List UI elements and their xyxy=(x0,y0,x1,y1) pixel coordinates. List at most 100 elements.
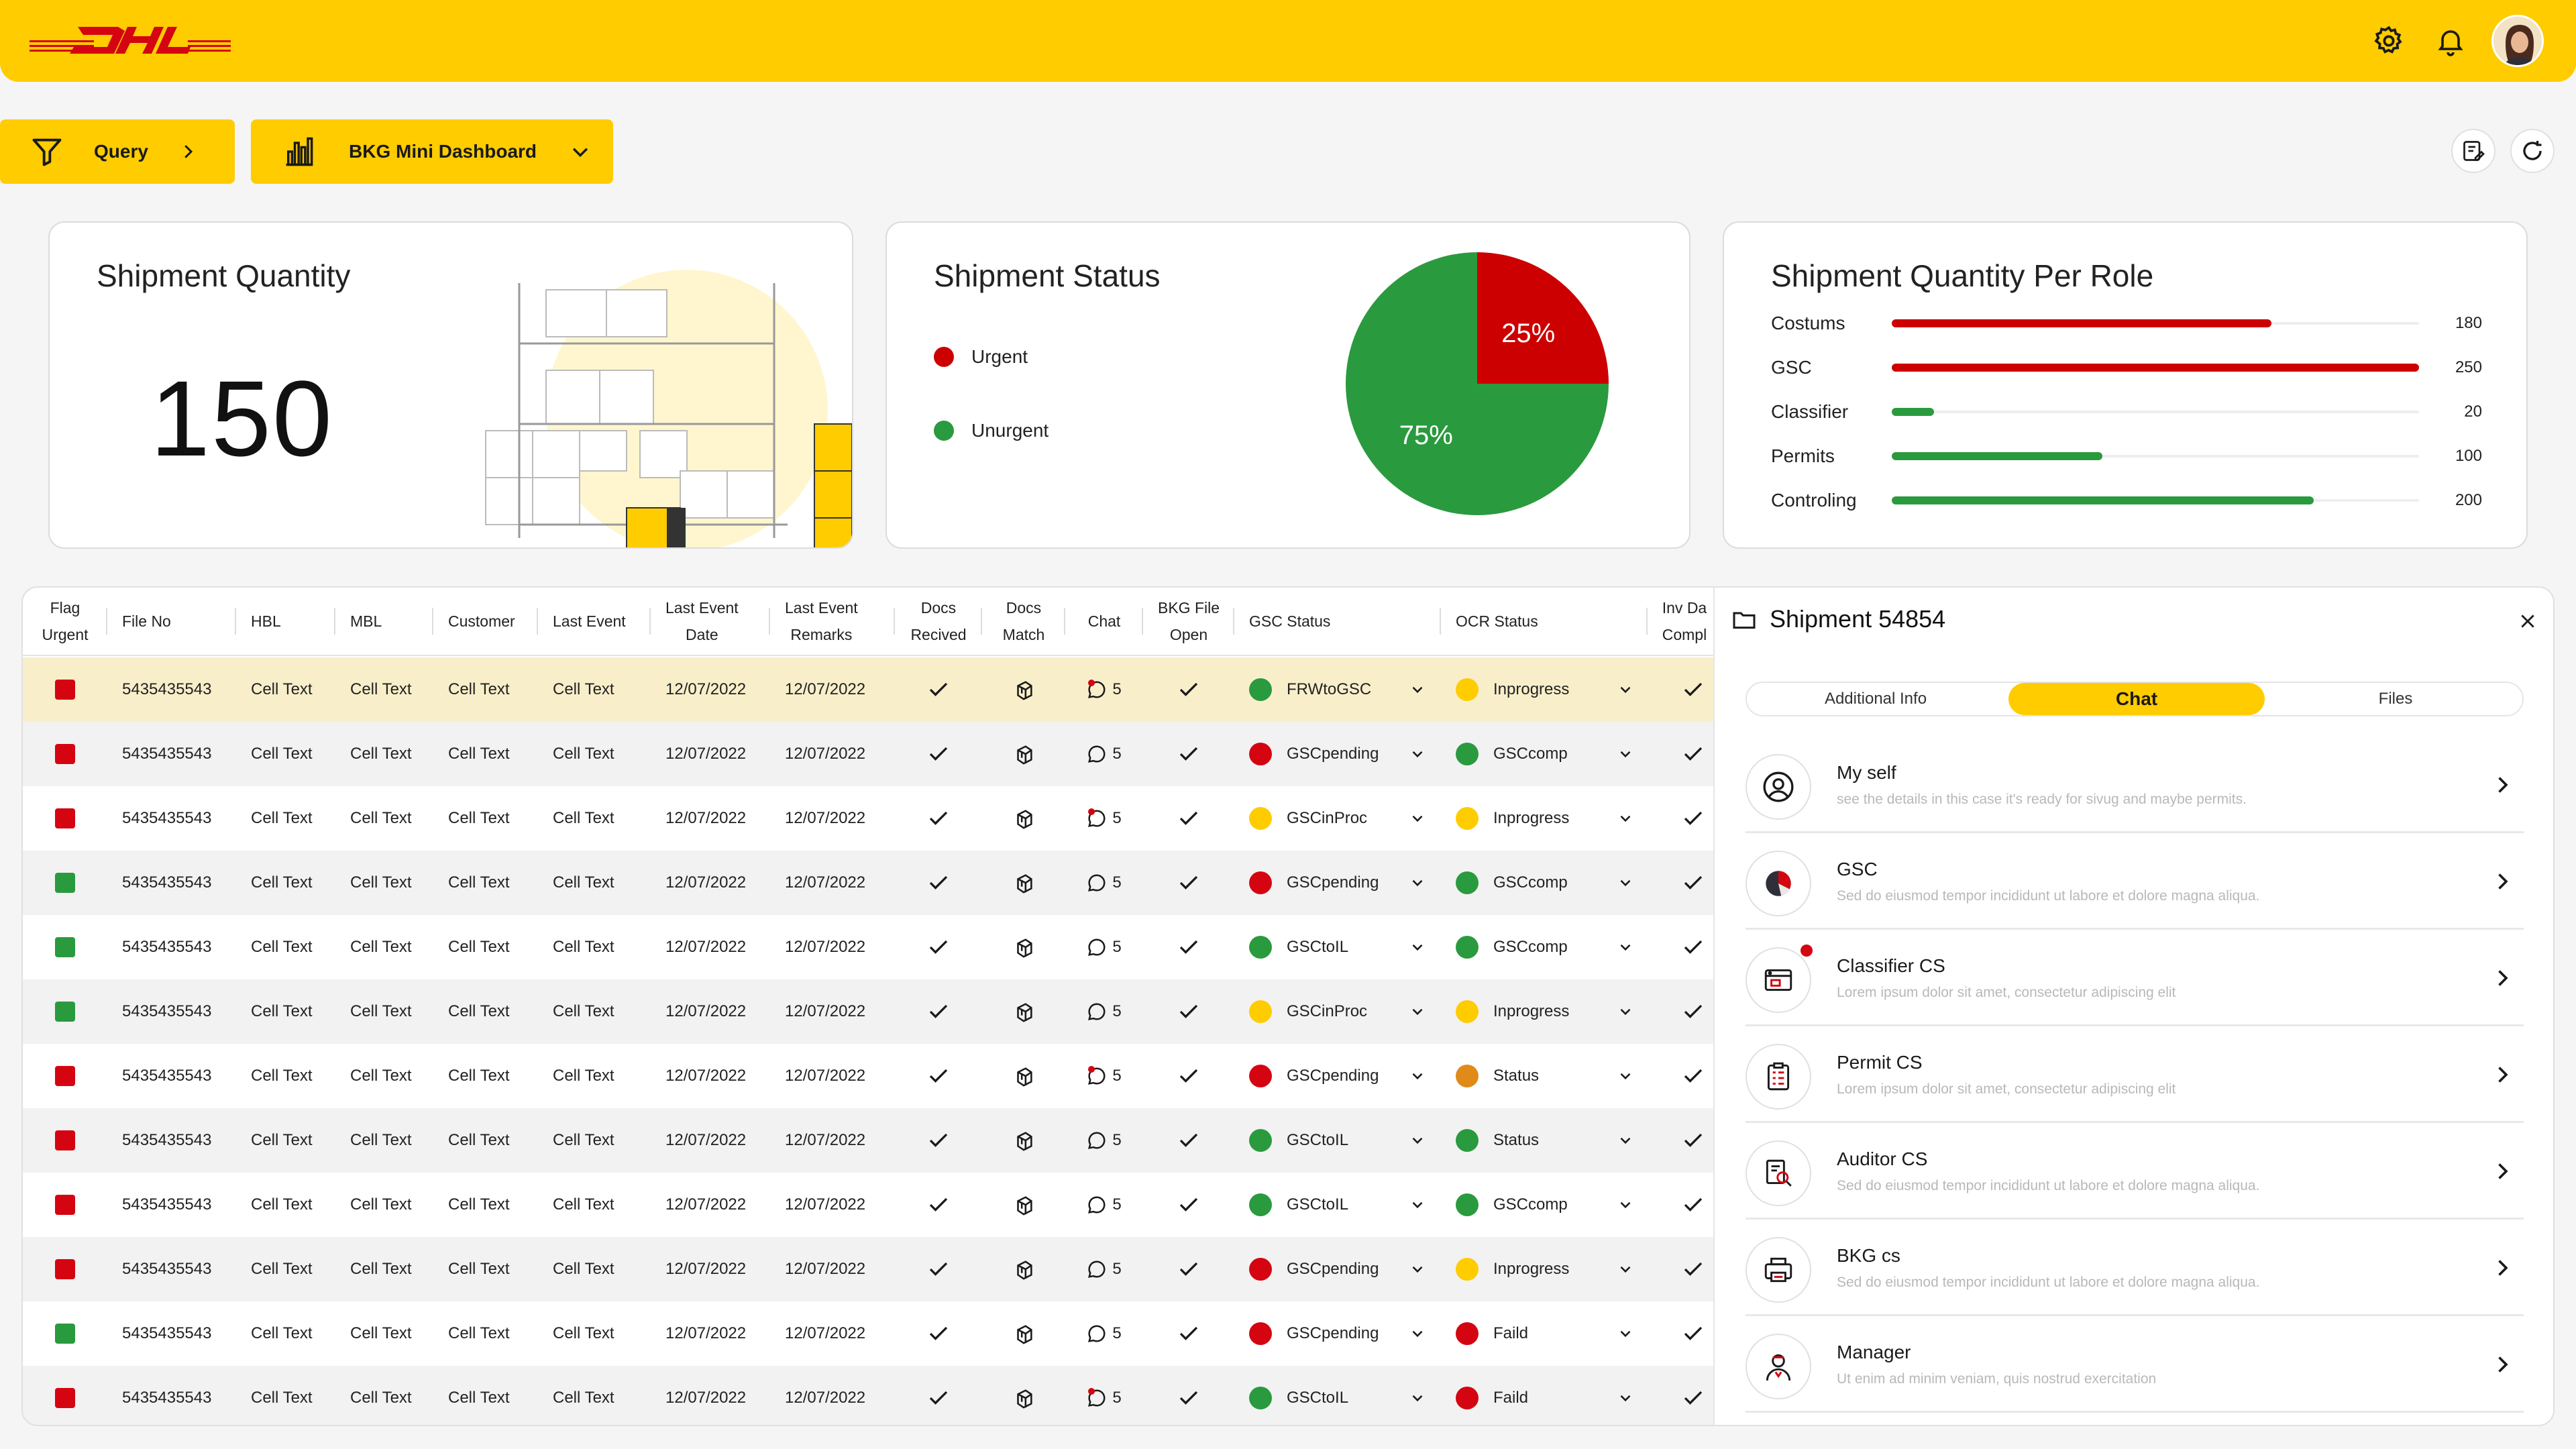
dashboard-select[interactable]: BKG Mini Dashboard xyxy=(251,119,613,184)
pie-icon xyxy=(1746,851,1811,916)
tab-files[interactable]: Files xyxy=(2378,690,2413,708)
column-header-last-event-remarks[interactable]: Last Event Remarks xyxy=(770,588,895,655)
settings-button[interactable] xyxy=(2368,20,2410,62)
dhl-logo[interactable] xyxy=(30,23,231,58)
table-row[interactable]: 5435435543 Cell Text Cell Text Cell Text Cel… xyxy=(23,1237,1713,1301)
column-header-docs-match[interactable]: Docs Match xyxy=(982,588,1065,655)
gsc-status-select[interactable]: GSCpending xyxy=(1234,722,1441,786)
ocr-status-select[interactable]: Status xyxy=(1441,1108,1648,1173)
user-avatar[interactable] xyxy=(2491,15,2544,67)
chat-message-preview: Sed do eiusmod tempor incididunt ut labo… xyxy=(1837,1275,2260,1290)
edit-view-button[interactable] xyxy=(2451,129,2496,173)
mbl-cell: Cell Text xyxy=(350,1131,412,1149)
chat-count-button[interactable]: 5 xyxy=(1065,1301,1143,1366)
table-row[interactable]: 5435435543 Cell Text Cell Text Cell Text Cel… xyxy=(23,1173,1713,1237)
role-label: Costums xyxy=(1771,313,1845,333)
column-header-inv-data[interactable]: Inv Da Compl xyxy=(1662,599,1707,643)
column-header-customer[interactable]: Customer xyxy=(433,588,538,655)
gsc-status-select[interactable]: GSCpending xyxy=(1234,1237,1441,1301)
column-header-flag[interactable]: Flag Urgent xyxy=(23,588,107,655)
gsc-status-select[interactable]: GSCpending xyxy=(1234,851,1441,915)
gsc-status-select[interactable]: GSCpending xyxy=(1234,1301,1441,1366)
gsc-status-select[interactable]: FRWtoGSC xyxy=(1234,657,1441,722)
chat-count-button[interactable]: 5 xyxy=(1065,722,1143,786)
ocr-status-select[interactable]: GSCcomp xyxy=(1441,722,1648,786)
table-row[interactable]: 5435435543 Cell Text Cell Text Cell Text Cel… xyxy=(23,722,1713,786)
chat-bubble-icon xyxy=(1087,1195,1107,1215)
ocr-status-select[interactable]: GSCcomp xyxy=(1441,851,1648,915)
ocr-status-select[interactable]: Inprogress xyxy=(1441,1237,1648,1301)
ocr-status-select[interactable]: Inprogress xyxy=(1441,657,1648,722)
chat-item[interactable]: Manager Ut enim ad minim veniam, quis no… xyxy=(1746,1316,2524,1413)
chat-count-button[interactable]: 5 xyxy=(1065,851,1143,915)
gsc-status-select[interactable]: GSCtoIL xyxy=(1234,1366,1441,1425)
table-row[interactable]: 5435435543 Cell Text Cell Text Cell Text Cel… xyxy=(23,657,1713,722)
chat-count-button[interactable]: 5 xyxy=(1065,1237,1143,1301)
column-header-file-no[interactable]: File No xyxy=(107,588,236,655)
ocr-status-value: Inprogress xyxy=(1493,1002,1570,1020)
chat-count-button[interactable]: 5 xyxy=(1065,786,1143,851)
hbl-cell: Cell Text xyxy=(251,809,313,827)
ocr-status-value: Faild xyxy=(1493,1389,1529,1407)
table-row[interactable]: 5435435543 Cell Text Cell Text Cell Text Cel… xyxy=(23,979,1713,1044)
table-row[interactable]: 5435435543 Cell Text Cell Text Cell Text Cel… xyxy=(23,1301,1713,1366)
query-label: Query xyxy=(94,141,148,162)
gsc-status-select[interactable]: GSCtoIL xyxy=(1234,915,1441,979)
column-header-ocr-status[interactable]: OCR Status xyxy=(1441,588,1648,655)
table-row[interactable]: 5435435543 Cell Text Cell Text Cell Text Cel… xyxy=(23,1366,1713,1425)
chat-item[interactable]: GSC Sed do eiusmod tempor incididunt ut … xyxy=(1746,833,2524,930)
gsc-status-select[interactable]: GSCinProc xyxy=(1234,786,1441,851)
column-header-docs-received[interactable]: Docs Recived xyxy=(895,588,982,655)
gsc-status-select[interactable]: GSCinProc xyxy=(1234,979,1441,1044)
query-button[interactable]: Query xyxy=(0,119,235,184)
tab-chat[interactable]: Chat xyxy=(2008,683,2265,715)
chevron-down-icon xyxy=(1412,1330,1423,1338)
shipment-status-card: Shipment Status Urgent Unurgent 25% 75% xyxy=(885,221,1690,549)
tab-additional-info[interactable]: Additional Info xyxy=(1824,690,1927,708)
column-header-last-event[interactable]: Last Event xyxy=(538,588,651,655)
ocr-status-select[interactable]: GSCcomp xyxy=(1441,915,1648,979)
check-icon xyxy=(1684,1262,1703,1276)
column-header-chat[interactable]: Chat xyxy=(1065,588,1143,655)
chat-count-button[interactable]: 5 xyxy=(1065,1108,1143,1173)
notifications-button[interactable] xyxy=(2430,20,2471,62)
chat-item[interactable]: Classifier CS Lorem ipsum dolor sit amet… xyxy=(1746,930,2524,1026)
table-row[interactable]: 5435435543 Cell Text Cell Text Cell Text Cel… xyxy=(23,786,1713,851)
ocr-status-select[interactable]: Inprogress xyxy=(1441,979,1648,1044)
column-header-last-event-date[interactable]: Last Event Date xyxy=(651,588,770,655)
ocr-status-select[interactable]: Status xyxy=(1441,1044,1648,1108)
chat-message-preview: see the details in this case it's ready … xyxy=(1837,792,2247,807)
gsc-status-select[interactable]: GSCtoIL xyxy=(1234,1108,1441,1173)
chat-count-button[interactable]: 5 xyxy=(1065,1044,1143,1108)
chat-count-button[interactable]: 5 xyxy=(1065,1173,1143,1237)
chat-count-button[interactable]: 5 xyxy=(1065,657,1143,722)
documents-icon xyxy=(1017,1260,1032,1280)
column-header-hbl[interactable]: HBL xyxy=(236,588,335,655)
hbl-cell: Cell Text xyxy=(251,873,313,892)
refresh-button[interactable] xyxy=(2510,129,2555,173)
chat-count-button[interactable]: 5 xyxy=(1065,915,1143,979)
table-row[interactable]: 5435435543 Cell Text Cell Text Cell Text Cel… xyxy=(23,851,1713,915)
chat-name: Permit CS xyxy=(1837,1052,1923,1073)
ocr-status-select[interactable]: Inprogress xyxy=(1441,786,1648,851)
chat-count-button[interactable]: 5 xyxy=(1065,1366,1143,1425)
chat-item[interactable]: BKG cs Sed do eiusmod tempor incididunt … xyxy=(1746,1220,2524,1316)
chat-item[interactable]: Permit CS Lorem ipsum dolor sit amet, co… xyxy=(1746,1026,2524,1123)
gsc-status-select[interactable]: GSCpending xyxy=(1234,1044,1441,1108)
chat-count-button[interactable]: 5 xyxy=(1065,979,1143,1044)
chat-count: 5 xyxy=(1112,1002,1122,1020)
close-panel-button[interactable] xyxy=(2514,608,2541,635)
table-row[interactable]: 5435435543 Cell Text Cell Text Cell Text Cel… xyxy=(23,1044,1713,1108)
documents-icon xyxy=(1017,1196,1032,1216)
chat-item[interactable]: Auditor CS Sed do eiusmod tempor incidid… xyxy=(1746,1123,2524,1220)
table-row[interactable]: 5435435543 Cell Text Cell Text Cell Text Cel… xyxy=(23,1108,1713,1173)
ocr-status-select[interactable]: Faild xyxy=(1441,1301,1648,1366)
table-row[interactable]: 5435435543 Cell Text Cell Text Cell Text Cel… xyxy=(23,915,1713,979)
column-header-mbl[interactable]: MBL xyxy=(335,588,433,655)
column-header-bkg-file-open[interactable]: BKG File Open xyxy=(1143,588,1234,655)
gsc-status-select[interactable]: GSCtoIL xyxy=(1234,1173,1441,1237)
ocr-status-select[interactable]: GSCcomp xyxy=(1441,1173,1648,1237)
column-header-gsc-status[interactable]: GSC Status xyxy=(1234,588,1441,655)
chat-item[interactable]: My self see the details in this case it'… xyxy=(1746,737,2524,833)
ocr-status-select[interactable]: Faild xyxy=(1441,1366,1648,1425)
